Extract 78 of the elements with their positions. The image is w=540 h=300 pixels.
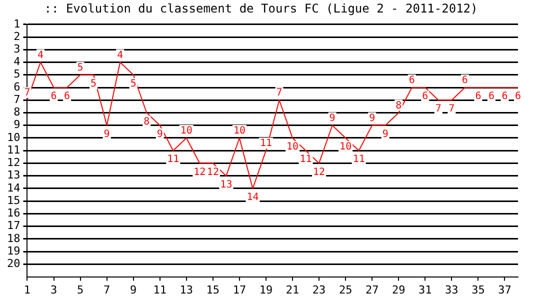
x-tick-label: 23 (312, 283, 326, 296)
data-label: 12 (194, 166, 206, 178)
x-tick-label: 25 (338, 283, 352, 296)
y-tick-label: 12 (6, 156, 20, 170)
data-label: 6 (488, 91, 494, 102)
x-tick-label: 9 (130, 283, 137, 296)
data-label: 7 (435, 104, 442, 115)
x-tick-label: 13 (180, 283, 194, 296)
y-tick-label: 19 (6, 244, 20, 258)
y-tick-label: 1 (14, 17, 20, 30)
x-tick-label: 21 (286, 283, 300, 296)
data-label: 13 (220, 179, 232, 190)
data-label: 7 (276, 88, 282, 99)
x-tick-label: 11 (153, 283, 167, 296)
y-tick-label: 2 (14, 30, 20, 43)
data-label: 6 (514, 91, 522, 102)
data-label: 9 (382, 128, 388, 140)
x-tick-label: 19 (259, 283, 273, 296)
y-tick-label: 15 (6, 194, 20, 207)
y-tick-label: 18 (6, 232, 20, 245)
y-tick-label: 20 (6, 257, 20, 270)
x-tick-label: 29 (392, 283, 406, 296)
data-label: 10 (340, 142, 352, 153)
x-tick-label: 27 (365, 283, 379, 296)
data-label: 5 (77, 62, 84, 74)
data-label: 6 (502, 91, 508, 102)
x-tick-label: 17 (232, 283, 246, 296)
x-tick-label: 35 (472, 283, 485, 296)
data-label: 6 (50, 91, 57, 102)
x-tick-label: 5 (76, 283, 84, 296)
data-label: 9 (104, 128, 110, 140)
x-tick-label: 3 (50, 283, 58, 296)
data-label: 8 (396, 100, 402, 112)
x-tick-label: 31 (418, 283, 432, 296)
chart-title: :: Evolution du classement de Tours FC (Ligue 2 - 2011-2012) (44, 1, 478, 16)
data-label: 11 (260, 138, 272, 150)
x-tick-label: 33 (445, 283, 458, 296)
x-tick-label: 37 (498, 283, 512, 296)
data-label: 6 (475, 91, 482, 102)
y-tick-label: 14 (6, 181, 21, 194)
y-tick-label: 11 (6, 143, 20, 156)
data-label: 9 (369, 112, 376, 124)
data-label: 12 (313, 166, 326, 178)
y-tick-label: 10 (6, 130, 20, 144)
data-label: 14 (246, 192, 259, 204)
y-tick-label: 4 (14, 55, 21, 68)
x-tick-label: 7 (104, 283, 110, 296)
y-tick-label: 8 (14, 106, 20, 119)
data-label: 4 (37, 50, 44, 61)
data-label: 11 (300, 154, 312, 166)
data-label: 10 (286, 142, 299, 153)
y-tick-label: 16 (6, 206, 20, 220)
data-label: 11 (352, 154, 365, 166)
y-tick-label: 5 (14, 68, 20, 81)
data-label: 9 (156, 128, 163, 140)
y-tick-label: 6 (14, 80, 20, 94)
y-tick-label: 7 (14, 92, 20, 106)
data-label: 8 (144, 116, 150, 128)
data-label: 7 (448, 104, 455, 115)
data-label: 5 (90, 78, 97, 90)
data-label: 6 (422, 91, 428, 102)
data-label: 11 (167, 154, 180, 166)
data-label: 4 (117, 50, 124, 61)
data-label: 12 (206, 166, 219, 178)
y-tick-label: 3 (14, 42, 20, 56)
x-tick-label: 1 (24, 283, 31, 296)
data-label: 5 (130, 78, 136, 90)
y-tick-label: 13 (6, 168, 20, 182)
data-label: 6 (64, 91, 70, 102)
data-label: 6 (408, 75, 415, 86)
y-tick-label: 9 (14, 118, 20, 132)
y-tick-label: 17 (6, 219, 20, 232)
data-label: 7 (24, 88, 30, 99)
data-label: 6 (462, 75, 468, 86)
x-tick-label: 15 (206, 283, 220, 296)
data-label: 10 (233, 126, 246, 137)
data-label: 10 (180, 126, 192, 137)
data-label: 9 (329, 112, 336, 124)
